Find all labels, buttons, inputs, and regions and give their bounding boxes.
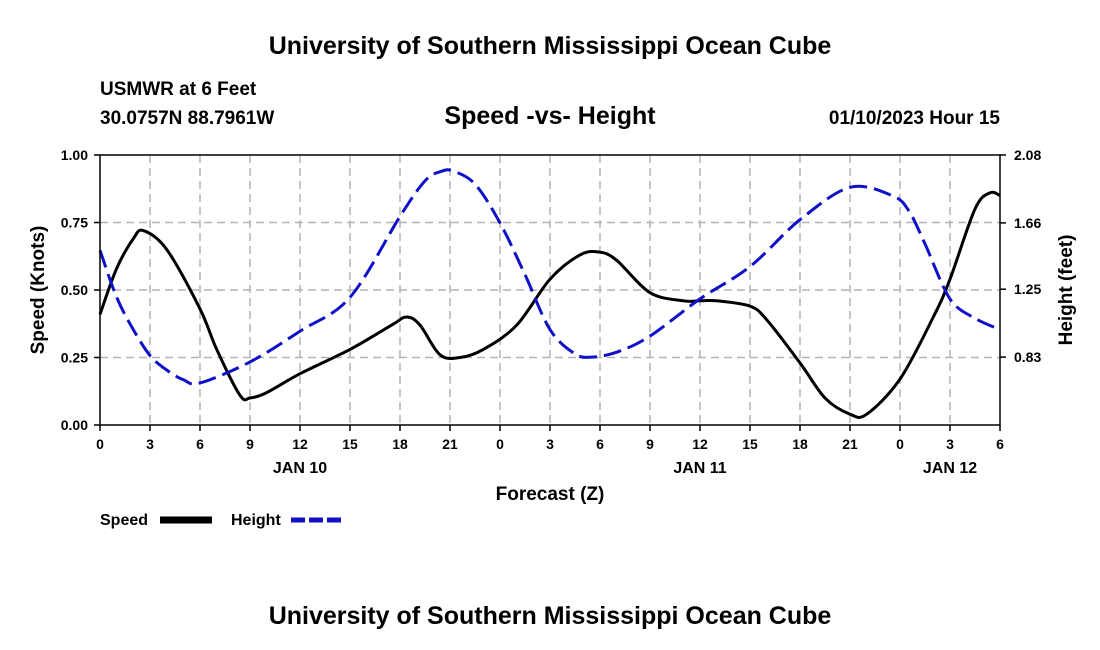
x-tick-label: 18 xyxy=(392,436,408,452)
station-coordinates: 30.0757N 88.7961W xyxy=(100,108,274,129)
station-label: USMWR at 6 Feet xyxy=(100,79,257,100)
axis-ticks: 0 3 6 9 12 15 18 21 0 3 6 9 12 15 18 21 0 3 6 JAN 10 JAN 11 J… xyxy=(61,147,1042,477)
x-tick-label: 3 xyxy=(946,436,954,452)
x-tick-label: 15 xyxy=(742,436,758,452)
series-layer xyxy=(98,168,1001,419)
legend-speed-label: Speed xyxy=(100,512,148,529)
y-tick-label: 0.00 xyxy=(61,417,88,433)
x-tick-label: 0 xyxy=(96,436,104,452)
y-tick-label: 0.50 xyxy=(61,282,88,298)
x-axis-label: Forecast (Z) xyxy=(496,484,605,505)
x-tick-label: 6 xyxy=(996,436,1004,452)
y-tick-label: 1.00 xyxy=(61,147,88,163)
footer-title: University of Southern Mississippi Ocean… xyxy=(269,602,832,630)
grid-lines xyxy=(100,155,1000,425)
x-tick-label: 6 xyxy=(196,436,204,452)
y-tick-label: 0.75 xyxy=(61,215,88,231)
speed-series-line xyxy=(98,190,1001,419)
y2-tick-label: 1.66 xyxy=(1014,215,1041,231)
y-axis-label: Speed (Knots) xyxy=(28,226,49,355)
x-tick-label: 3 xyxy=(546,436,554,452)
height-series-line xyxy=(98,168,1001,386)
x-tick-label: 15 xyxy=(342,436,358,452)
x-tick-label: 21 xyxy=(442,436,458,452)
x-tick-label: 9 xyxy=(646,436,654,452)
date-label: JAN 11 xyxy=(673,460,726,477)
legend: Speed Height xyxy=(100,512,343,529)
y2-tick-label: 2.08 xyxy=(1014,147,1041,163)
x-tick-label: 0 xyxy=(896,436,904,452)
chart-title: Speed -vs- Height xyxy=(444,102,656,130)
y2-tick-label: 1.25 xyxy=(1014,281,1041,297)
page-title: University of Southern Mississippi Ocean… xyxy=(269,32,832,60)
y2-tick-label: 0.83 xyxy=(1014,349,1041,365)
x-tick-label: 12 xyxy=(292,436,308,452)
x-tick-label: 3 xyxy=(146,436,154,452)
date-label: JAN 10 xyxy=(273,460,327,477)
y2-axis-label: Height (feet) xyxy=(1056,235,1077,346)
chart-timestamp: 01/10/2023 Hour 15 xyxy=(829,108,1001,129)
x-tick-label: 0 xyxy=(496,436,504,452)
x-tick-label: 21 xyxy=(842,436,858,452)
y-tick-label: 0.25 xyxy=(61,350,88,366)
x-tick-label: 6 xyxy=(596,436,604,452)
x-tick-label: 12 xyxy=(692,436,708,452)
date-label: JAN 12 xyxy=(923,460,977,477)
legend-height-label: Height xyxy=(231,512,281,529)
x-tick-label: 18 xyxy=(792,436,808,452)
x-tick-label: 9 xyxy=(246,436,254,452)
